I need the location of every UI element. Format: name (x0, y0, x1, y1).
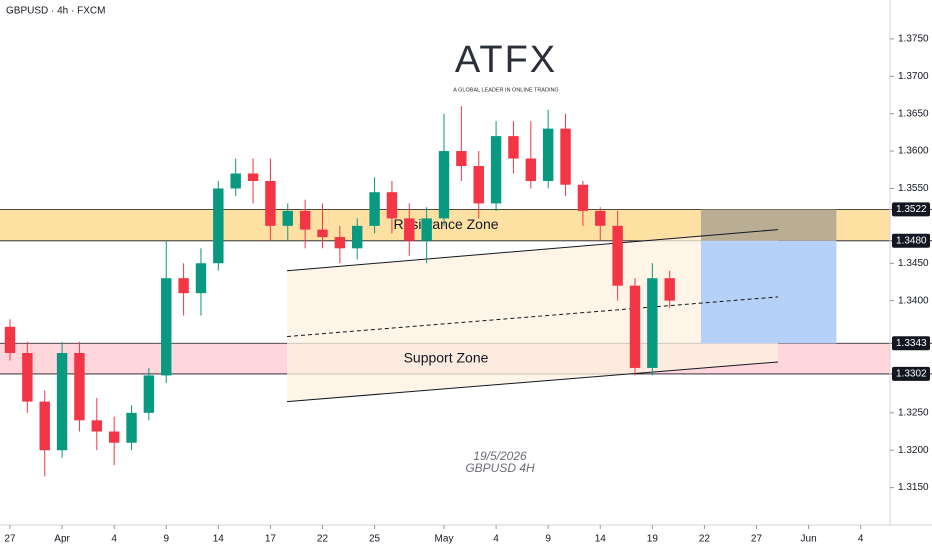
x-tick-label: 22 (699, 534, 711, 545)
y-tick-label: 1.3700 (898, 71, 929, 82)
logo-tagline: A GLOBAL LEADER IN ONLINE TRADING (453, 87, 558, 93)
target-box (700, 240, 837, 344)
zone-label: Support Zone (404, 349, 489, 365)
x-tick-label: 14 (595, 534, 607, 545)
candle-body (74, 352, 85, 421)
x-tick-label: 4 (493, 534, 499, 545)
candle-body (647, 278, 658, 368)
date-note: 19/5/2026 (473, 449, 527, 463)
candle-body (404, 218, 415, 241)
zone-label: Resistance Zone (393, 216, 498, 232)
candle-body (39, 401, 50, 451)
y-tick-label: 1.3150 (898, 482, 929, 493)
y-tick-label: 1.3200 (898, 445, 929, 456)
candle-body (22, 352, 33, 402)
candle-body (126, 412, 137, 443)
y-tick-label: 1.3600 (898, 146, 929, 157)
y-tick-label: 1.3400 (898, 295, 929, 306)
x-tick-label: 25 (369, 534, 381, 545)
candle-body (490, 136, 502, 204)
stop-box (700, 209, 837, 241)
x-tick-label: 22 (317, 534, 329, 545)
x-tick-label: Jun (801, 534, 817, 545)
candle-body (299, 210, 311, 230)
candle-body (334, 237, 346, 249)
candle-body (56, 352, 68, 451)
price-label: 1.3480 (896, 235, 927, 246)
candle-body (629, 285, 641, 368)
price-label: 1.3302 (896, 369, 927, 380)
candle-body (4, 326, 16, 353)
candle-body (542, 128, 554, 181)
candle-body (108, 431, 120, 443)
logo: ATFX (455, 39, 557, 81)
channel-line (287, 229, 779, 272)
channel-line (287, 296, 779, 338)
candle-body (352, 225, 363, 249)
candle-body (161, 278, 172, 376)
candle-body (213, 188, 224, 264)
candle-body (282, 210, 293, 226)
candle-body (178, 278, 189, 294)
candle-body (195, 263, 207, 294)
price-label-box (892, 233, 930, 248)
candle-body (595, 210, 606, 226)
candle-body (317, 229, 328, 238)
x-tick-label: Apr (54, 534, 70, 545)
candle-body (421, 218, 432, 241)
x-tick-label: 17 (265, 534, 277, 545)
candle-body (369, 192, 380, 226)
candle-body (143, 375, 155, 413)
candle-body (560, 128, 571, 185)
candle-body (664, 278, 675, 301)
candle-body (577, 184, 589, 211)
channel-line (287, 361, 779, 403)
x-tick-label: 9 (545, 534, 551, 545)
candle-body (265, 180, 276, 226)
price-label-box (892, 202, 930, 217)
x-tick-label: 27 (751, 534, 763, 545)
candle-body (525, 158, 537, 181)
chart-title: GBPUSD · 4h · FXCM (6, 6, 105, 17)
candle-body (247, 173, 259, 181)
x-tick-label: 9 (163, 534, 169, 545)
candle-body (438, 151, 450, 219)
y-tick-label: 1.3250 (898, 407, 929, 418)
x-tick-label: May (435, 534, 454, 545)
candle-body (386, 192, 398, 219)
candle-body (230, 173, 241, 189)
y-tick-label: 1.3450 (898, 258, 929, 269)
candle-body (508, 136, 519, 159)
y-tick-label: 1.3550 (898, 183, 929, 194)
x-tick-label: 4 (858, 534, 864, 545)
candle-body (91, 420, 103, 432)
y-tick-label: 1.3750 (898, 34, 929, 45)
x-tick-label: 27 (4, 534, 16, 545)
price-label-box (892, 366, 930, 381)
x-tick-label: 4 (111, 534, 117, 545)
candle-body (612, 225, 623, 286)
x-tick-label: 19 (647, 534, 659, 545)
price-label-box (892, 336, 930, 351)
x-tick-label: 14 (213, 534, 225, 545)
symbol-note: GBPUSD 4H (465, 461, 535, 475)
price-label: 1.3522 (896, 204, 927, 215)
candle-body (456, 151, 467, 167)
price-label: 1.3343 (896, 338, 927, 349)
candle-body (473, 166, 484, 204)
y-tick-label: 1.3650 (898, 108, 929, 119)
